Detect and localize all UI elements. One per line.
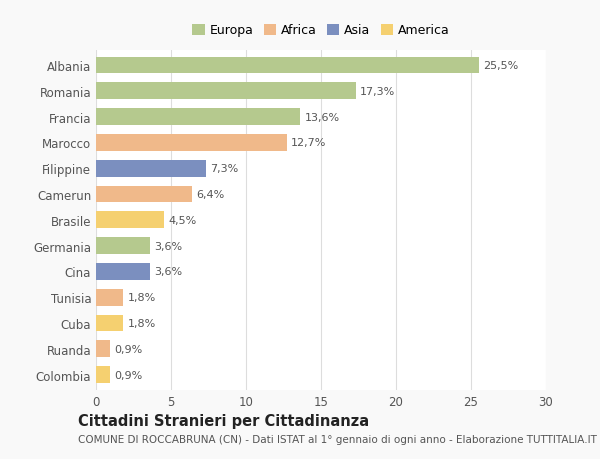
Text: 17,3%: 17,3% (360, 87, 395, 97)
Bar (96, 341, 110, 358)
Bar (96, 135, 287, 151)
Text: 0,9%: 0,9% (114, 369, 142, 380)
Bar (96, 109, 300, 126)
Bar (96, 263, 150, 280)
Legend: Europa, Africa, Asia, America: Europa, Africa, Asia, America (187, 19, 455, 42)
Text: 3,6%: 3,6% (155, 241, 182, 251)
Text: 3,6%: 3,6% (155, 267, 182, 277)
Bar (96, 238, 150, 254)
Text: 0,9%: 0,9% (114, 344, 142, 354)
Bar (96, 289, 123, 306)
Bar (96, 186, 192, 203)
Text: 13,6%: 13,6% (305, 112, 340, 123)
Text: 1,8%: 1,8% (128, 292, 156, 302)
Text: 7,3%: 7,3% (210, 164, 238, 174)
Text: 1,8%: 1,8% (128, 318, 156, 328)
Bar (96, 315, 123, 331)
Text: 25,5%: 25,5% (483, 61, 518, 71)
Bar (96, 212, 163, 229)
Bar (96, 161, 205, 177)
Text: 4,5%: 4,5% (168, 215, 196, 225)
Bar (96, 366, 110, 383)
Text: COMUNE DI ROCCABRUNA (CN) - Dati ISTAT al 1° gennaio di ogni anno - Elaborazione: COMUNE DI ROCCABRUNA (CN) - Dati ISTAT a… (78, 434, 597, 444)
Text: Cittadini Stranieri per Cittadinanza: Cittadini Stranieri per Cittadinanza (78, 413, 369, 428)
Bar (96, 83, 355, 100)
Text: 6,4%: 6,4% (197, 190, 225, 200)
Text: 12,7%: 12,7% (291, 138, 326, 148)
Bar (96, 57, 479, 74)
